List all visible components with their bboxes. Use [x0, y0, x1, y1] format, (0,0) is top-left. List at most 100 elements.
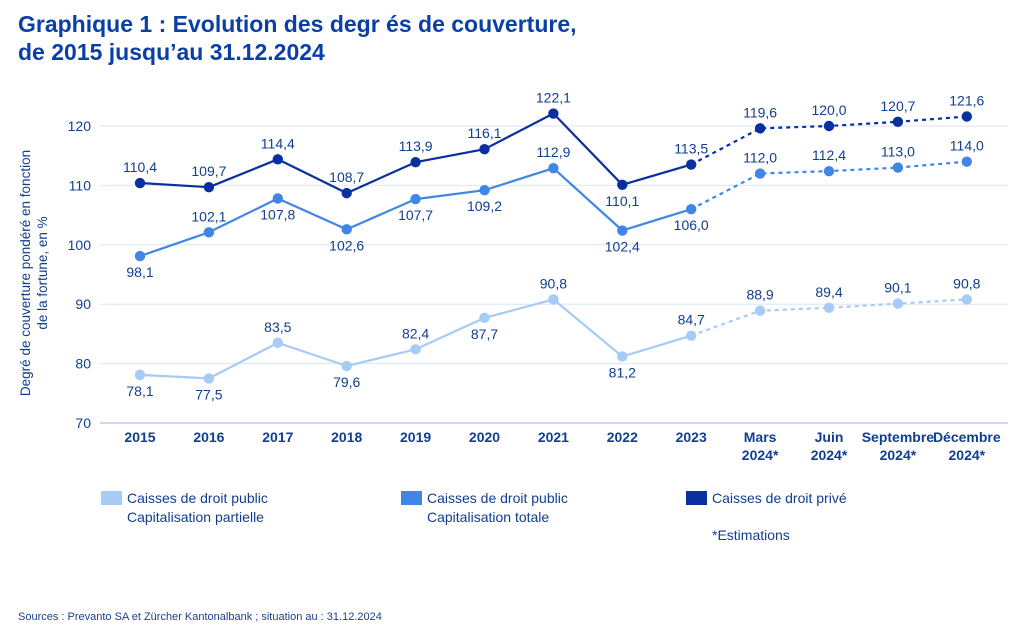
- data-point: [341, 224, 352, 235]
- data-label: 113,5: [674, 141, 708, 157]
- data-point: [686, 159, 697, 170]
- data-point: [479, 184, 490, 196]
- legend-label: Caisses de droit public: [427, 490, 568, 506]
- data-label: 119,6: [743, 104, 777, 120]
- data-point: [548, 108, 559, 119]
- data-label: 116,1: [468, 125, 502, 141]
- data-point: [892, 162, 904, 173]
- data-point: [410, 193, 421, 205]
- data-label: 84,7: [678, 312, 705, 328]
- x-tick-label: 2020: [469, 429, 500, 445]
- data-label: 120,0: [811, 102, 846, 118]
- coverage-line-chart: 70 80 90 100 110 120 Degré de couverture pondé…: [18, 90, 1008, 543]
- data-point: [134, 250, 146, 262]
- data-point: [203, 181, 215, 193]
- data-label: 107,8: [260, 206, 295, 222]
- legend-label: Caisses de droit public: [127, 490, 268, 506]
- legend-swatch: [401, 491, 422, 505]
- legend-swatch: [101, 491, 122, 505]
- legend-label: Capitalisation totale: [427, 509, 549, 525]
- data-point: [892, 298, 904, 309]
- chart-title: Graphique 1 : Evolution des degr és de c…: [18, 10, 577, 66]
- data-label: 109,2: [467, 198, 502, 214]
- data-point: [410, 157, 421, 168]
- data-point: [548, 294, 559, 305]
- y-tick-label: 100: [68, 237, 92, 253]
- data-label: 90,8: [953, 275, 980, 291]
- data-point: [548, 162, 559, 174]
- data-label: 102,6: [329, 237, 364, 253]
- data-label: 79,6: [333, 374, 360, 390]
- x-tick-label: 2024*: [949, 447, 986, 463]
- data-label: 98,1: [126, 264, 153, 280]
- data-label: 82,4: [402, 325, 429, 341]
- data-point: [754, 168, 766, 179]
- x-tick-label: 2016: [193, 429, 224, 445]
- data-label: 108,7: [329, 169, 364, 185]
- x-tick-label: Septembre: [862, 429, 935, 445]
- y-axis-title: Degré de couverture pondéré en fonction: [18, 150, 33, 396]
- y-tick-label: 120: [68, 118, 92, 134]
- data-label: 113,9: [399, 138, 433, 154]
- data-point: [410, 344, 421, 355]
- data-point: [341, 187, 352, 199]
- x-tick-label: 2018: [331, 429, 362, 445]
- data-label: 78,1: [126, 383, 153, 399]
- source-note: Sources : Prevanto SA et Zürcher Kantona…: [18, 611, 382, 623]
- legend-label: Capitalisation partielle: [127, 509, 264, 525]
- x-tick-label: 2015: [124, 429, 155, 445]
- data-label: 77,5: [195, 386, 222, 402]
- data-label: 89,4: [815, 284, 842, 300]
- data-label: 87,7: [471, 326, 498, 342]
- x-tick-label: 2021: [538, 429, 569, 445]
- data-label: 81,2: [609, 364, 636, 380]
- data-point: [617, 225, 628, 236]
- x-tick-label: Mars: [744, 429, 777, 445]
- x-tick-label: Décembre: [933, 429, 1001, 445]
- y-tick-label: 90: [75, 296, 91, 312]
- data-point: [134, 177, 146, 189]
- data-label: 112,0: [743, 150, 777, 166]
- legend-swatch: [686, 491, 707, 505]
- data-label: 90,8: [540, 275, 567, 291]
- data-label: 109,7: [191, 163, 226, 179]
- x-tick-label: 2017: [262, 429, 293, 445]
- data-point: [203, 373, 215, 384]
- x-tick-label: Juin: [815, 429, 844, 445]
- data-point: [479, 143, 490, 155]
- data-label: 114,0: [950, 138, 984, 154]
- data-point: [686, 330, 697, 341]
- y-tick-label: 80: [75, 356, 91, 372]
- chart-title-line-2: de 2015 jusqu’au 31.12.2024: [18, 39, 325, 65]
- x-tick-label: 2024*: [811, 447, 848, 463]
- data-label: 110,4: [123, 159, 157, 175]
- x-tick-label: 2019: [400, 429, 431, 445]
- series-line-estimate: [690, 298, 967, 337]
- data-label: 113,0: [881, 144, 915, 160]
- data-point: [961, 294, 972, 305]
- data-point: [823, 165, 835, 177]
- data-point: [823, 120, 835, 132]
- data-point: [272, 193, 283, 204]
- x-tick-label: 2022: [607, 429, 638, 445]
- data-point: [341, 360, 352, 372]
- data-point: [754, 123, 766, 134]
- data-label: 83,5: [264, 319, 291, 335]
- data-label: 120,7: [880, 98, 915, 114]
- data-point: [134, 369, 146, 381]
- chart-title-line-1: Graphique 1 : Evolution des degr és de c…: [18, 11, 577, 37]
- data-label: 107,7: [398, 207, 433, 223]
- data-point: [272, 154, 283, 165]
- data-label: 114,4: [261, 135, 295, 151]
- data-label: 112,4: [812, 147, 846, 163]
- data-label: 112,9: [536, 144, 570, 160]
- data-point: [479, 312, 490, 324]
- data-point: [617, 351, 628, 362]
- y-tick-label: 70: [75, 415, 91, 431]
- data-point: [892, 116, 904, 128]
- data-point: [961, 156, 972, 167]
- x-tick-label: 2024*: [880, 447, 917, 463]
- data-label: 102,4: [605, 239, 640, 255]
- data-label: 110,1: [605, 193, 639, 209]
- estimates-note: *Estimations: [712, 527, 790, 543]
